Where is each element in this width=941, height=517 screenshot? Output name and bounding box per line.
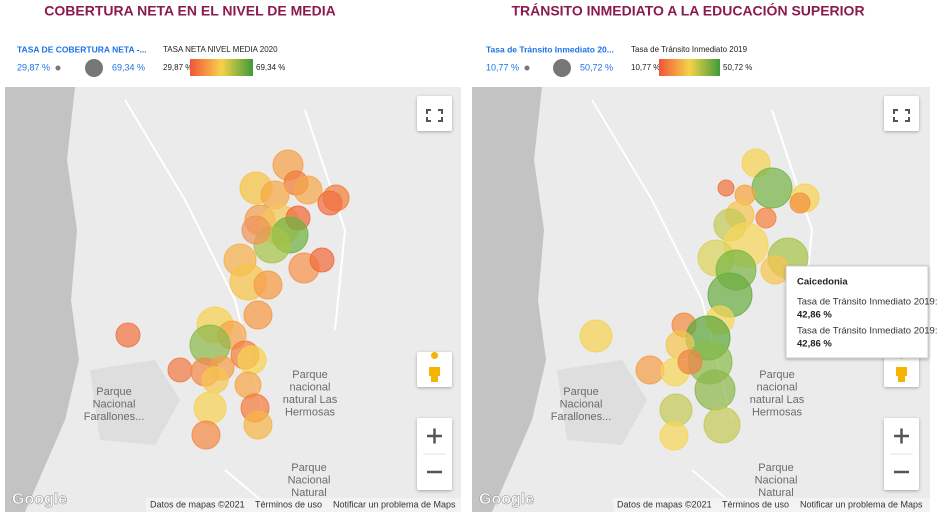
map-label: Hermosas [285, 406, 336, 418]
bubble[interactable] [293, 175, 323, 205]
bubble[interactable] [635, 355, 665, 385]
map-label: Hermosas [752, 406, 803, 418]
bubble[interactable] [717, 179, 735, 197]
bubble[interactable] [191, 420, 221, 450]
fullscreen-icon [426, 109, 443, 122]
bubble[interactable] [167, 357, 193, 383]
size-legend-min: 29,87 % [17, 62, 50, 72]
color-legend-bar [190, 59, 253, 76]
bubble[interactable] [751, 167, 793, 209]
size-legend-circle [85, 59, 103, 77]
footer-report[interactable]: Notificar un problema de Maps [333, 499, 456, 509]
color-legend-min: 10,77 % [631, 63, 660, 72]
size-legend-label: TASA DE COBERTURA NETA -... [17, 44, 147, 54]
bubble[interactable] [755, 207, 777, 229]
color-legend-max: 69,34 % [256, 63, 285, 72]
color-legend-max: 50,72 % [723, 63, 752, 72]
color-legend-bar [659, 59, 720, 76]
panel-title: TRÁNSITO INMEDIATO A LA EDUCACIÓN SUPERI… [511, 2, 864, 19]
footer-data: Datos de mapas ©2021 [617, 499, 712, 509]
map-label: natural Las [750, 394, 805, 406]
bubble[interactable] [201, 366, 229, 394]
size-legend-dot [55, 65, 61, 71]
footer-terms[interactable]: Términos de uso [722, 499, 789, 509]
map-label: Parque [292, 369, 327, 381]
zoom-in[interactable] [894, 428, 909, 444]
map-label: Nacional [288, 474, 331, 486]
bubble[interactable] [243, 300, 273, 330]
bubble[interactable] [579, 319, 613, 353]
map-label: natural Las [283, 394, 338, 406]
tooltip-value: 42,86 % [797, 310, 832, 321]
google-logo: Google [12, 491, 67, 508]
fullscreen-button[interactable] [417, 96, 452, 131]
footer-terms[interactable]: Términos de uso [255, 499, 322, 509]
tooltip-value: 42,86 % [797, 339, 832, 350]
bubble[interactable] [237, 345, 267, 375]
zoom-in[interactable] [427, 428, 442, 444]
size-legend-max: 50,72 % [580, 62, 613, 72]
map-label: Nacional [755, 474, 798, 486]
map-label: Farallones... [551, 411, 612, 423]
pegman-icon [896, 352, 907, 382]
map-label: nacional [290, 381, 331, 393]
map-label: Parque [759, 369, 794, 381]
bubble[interactable] [694, 369, 736, 411]
map-label: Parque [96, 386, 131, 398]
tooltip-box [785, 265, 929, 359]
park [557, 360, 647, 445]
map-label: Parque [758, 462, 793, 474]
footer-report[interactable]: Notificar un problema de Maps [800, 499, 923, 509]
color-legend-label: Tasa de Tránsito Inmediato 2019 [631, 45, 748, 54]
size-legend-label: Tasa de Tránsito Inmediato 20... [486, 44, 614, 54]
bubble[interactable] [241, 215, 271, 245]
size-legend-min: 10,77 % [486, 62, 519, 72]
google-logo: Google [479, 491, 534, 508]
map-label: Natural [291, 487, 326, 499]
map-label: nacional [757, 381, 798, 393]
bubble[interactable] [260, 180, 290, 210]
tooltip-label: Tasa de Tránsito Inmediato 2019: [797, 326, 937, 337]
panel-title: COBERTURA NETA EN EL NIVEL DE MEDIA [44, 3, 335, 19]
panel: TRÁNSITO INMEDIATO A LA EDUCACIÓN SUPERI… [472, 2, 937, 513]
tooltip-label: Tasa de Tránsito Inmediato 2019: [797, 297, 937, 308]
bubble[interactable] [659, 421, 689, 451]
panel: COBERTURA NETA EN EL NIVEL DE MEDIA TASA … [5, 3, 461, 513]
water [472, 87, 546, 512]
footer-data: Datos de mapas ©2021 [150, 499, 245, 509]
pegman-icon [429, 352, 440, 382]
map-label: Farallones... [84, 411, 145, 423]
bubble[interactable] [317, 190, 343, 216]
size-legend-dot [524, 65, 530, 71]
map-label: Nacional [93, 398, 136, 410]
footer-bg [146, 498, 461, 512]
footer-bg [613, 498, 930, 512]
bubble[interactable] [677, 349, 703, 375]
bubble[interactable] [243, 410, 273, 440]
bubble[interactable] [115, 322, 141, 348]
tooltip-title: Caicedonia [797, 277, 848, 288]
size-legend-circle [553, 59, 571, 77]
size-legend-max: 69,34 % [112, 62, 145, 72]
map-label: Nacional [560, 398, 603, 410]
bubble[interactable] [789, 192, 811, 214]
water [5, 87, 79, 512]
color-legend-min: 29,87 % [163, 63, 192, 72]
bubble[interactable] [309, 247, 335, 273]
map-label: Natural [758, 487, 793, 499]
map-label: Parque [563, 386, 598, 398]
fullscreen-icon [893, 109, 910, 122]
bubble[interactable] [760, 255, 790, 285]
map-label: Parque [291, 462, 326, 474]
map-background [5, 87, 461, 512]
bubble[interactable] [659, 393, 693, 427]
bubble[interactable] [193, 391, 227, 425]
fullscreen-button[interactable] [884, 96, 919, 131]
bubble[interactable] [703, 406, 741, 444]
park [90, 360, 180, 445]
bubble[interactable] [253, 270, 283, 300]
color-legend-label: TASA NETA NIVEL MEDIA 2020 [163, 45, 278, 54]
